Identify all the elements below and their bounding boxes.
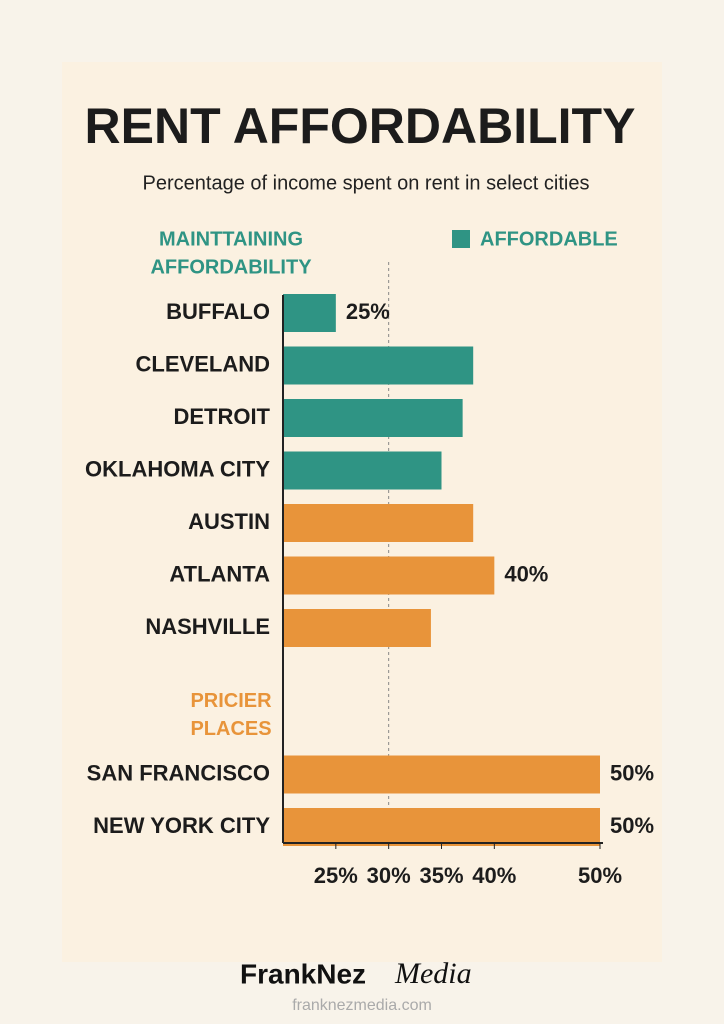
value-label: 40% — [504, 561, 548, 586]
category-label: ATLANTA — [169, 561, 270, 586]
bar — [283, 294, 336, 332]
bar — [283, 346, 474, 385]
chart-subtitle: Percentage of income spent on rent in se… — [143, 172, 590, 194]
x-tick-label: 40% — [472, 863, 516, 888]
bar — [283, 504, 474, 542]
category-label: BUFFALO — [166, 299, 270, 324]
category-label: AUSTIN — [188, 509, 270, 534]
x-tick-label: 25% — [314, 863, 358, 888]
legend-label: AFFORDABLE — [480, 228, 618, 250]
brand-url: franknezmedia.com — [292, 997, 432, 1014]
value-label: 25% — [346, 299, 390, 324]
bar — [283, 755, 600, 794]
brand-name: FrankNez — [240, 958, 366, 989]
value-label: 50% — [610, 813, 654, 838]
category-label: DETROIT — [173, 404, 270, 429]
x-tick-label: 35% — [419, 863, 463, 888]
x-tick-label: 30% — [367, 863, 411, 888]
group-label: MAINTTAINING — [159, 228, 303, 250]
category-label: CLEVELAND — [136, 351, 270, 376]
brand-suffix: Media — [394, 957, 472, 990]
category-label: SAN FRANCISCO — [87, 760, 270, 785]
chart-title: RENT AFFORDABILITY — [85, 98, 636, 154]
category-label: OKLAHOMA CITY — [85, 456, 270, 481]
value-label: 50% — [610, 760, 654, 785]
x-tick-label: 50% — [578, 863, 622, 888]
bar — [283, 451, 442, 490]
legend-swatch — [452, 230, 470, 248]
category-label: NEW YORK CITY — [93, 813, 270, 838]
group-label: PRICIER — [190, 690, 272, 712]
bar — [283, 609, 431, 647]
group-label: PLACES — [190, 718, 271, 740]
bar — [283, 399, 463, 437]
category-label: NASHVILLE — [145, 614, 270, 639]
group-label: AFFORDABILITY — [150, 256, 312, 278]
bar — [283, 556, 495, 595]
bar — [283, 808, 600, 846]
